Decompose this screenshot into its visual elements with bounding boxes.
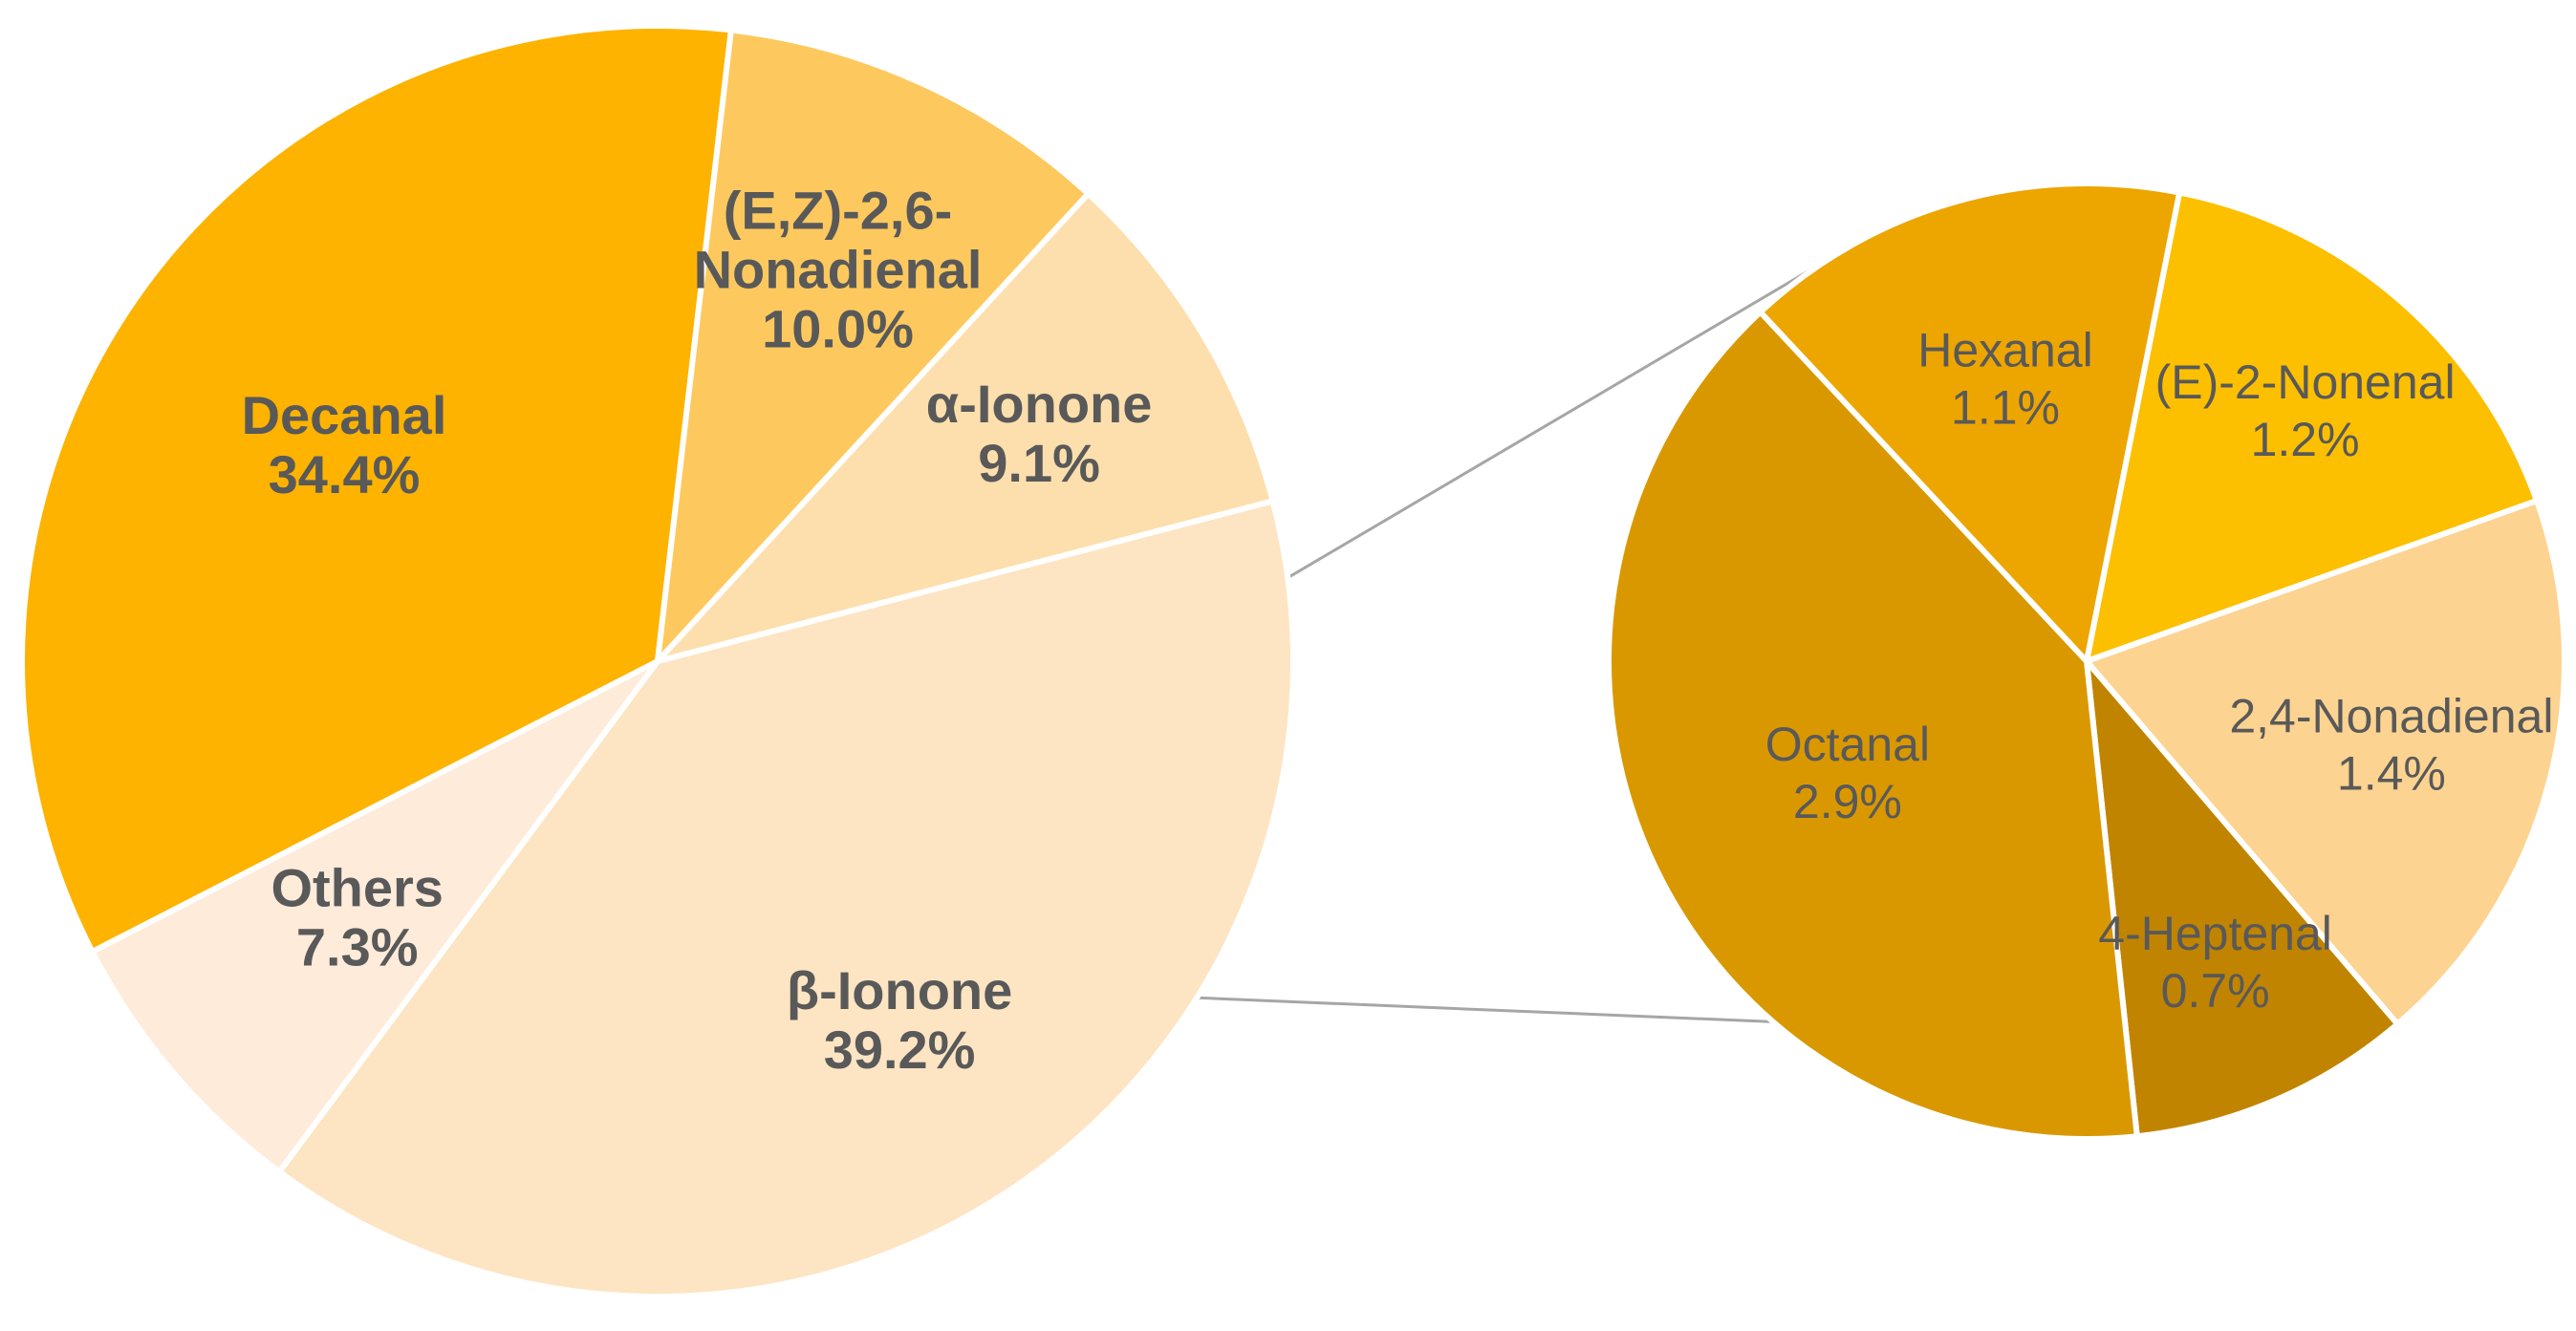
pie-slice-4-heptenal: [2084, 658, 2401, 1140]
slice-value-label-others: 7.3%: [296, 916, 419, 977]
slice-value-label-ionone: 9.1%: [978, 433, 1100, 493]
main-pie: [19, 23, 1297, 1300]
slice-name-label-decanal: Decanal: [242, 385, 447, 445]
pie-slice-others: [89, 658, 660, 1175]
slice-name-label-4-heptenal: 4-Heptenal: [2098, 907, 2332, 960]
slice-name-label-hexanal: Hexanal: [1917, 324, 2092, 377]
pie-slice-decanal: [19, 23, 734, 955]
pie-slice-e-z-2-6-nonadienal: [655, 27, 1092, 664]
pie-slice-2-4-nonadienal: [2084, 498, 2567, 1027]
slice-name-label-ionone: α-Ionone: [926, 374, 1153, 434]
slice-name-label-e-z-2-6-nonadienal: (E,Z)-2,6-: [724, 180, 953, 240]
pie-slice-ionone: [276, 498, 1297, 1300]
slice-value-label-e-2-nonenal: 1.2%: [2251, 413, 2360, 466]
breakout-pie: [1605, 181, 2567, 1142]
slice-name-label-others: Others: [271, 857, 444, 917]
slice-value-label-2-4-nonadienal: 1.4%: [2337, 747, 2446, 801]
slice-name-label-ionone: β-Ionone: [787, 960, 1012, 1020]
slice-value-label-4-heptenal: 0.7%: [2161, 964, 2270, 1018]
slice-value-label-octanal: 2.9%: [1793, 775, 1902, 828]
slice-name-label-e-z-2-6-nonadienal: Nonadienal: [694, 239, 983, 299]
slice-value-label-ionone: 39.2%: [824, 1020, 976, 1080]
pie-slice-ionone: [655, 190, 1276, 664]
slice-name-label-2-4-nonadienal: 2,4-Nonadienal: [2229, 690, 2553, 743]
slice-value-label-e-z-2-6-nonadienal: 10.0%: [762, 298, 914, 358]
slice-value-label-decanal: 34.4%: [269, 444, 421, 504]
slice-value-label-hexanal: 1.1%: [1951, 381, 2060, 435]
slice-name-label-e-2-nonenal: (E)-2-Nonenal: [2155, 355, 2456, 409]
pie-slice-hexanal: [1757, 181, 2183, 664]
slice-name-label-octanal: Octanal: [1765, 718, 1930, 771]
pie-slice-e-2-nonenal: [2084, 189, 2540, 664]
pie-slice-octanal: [1605, 309, 2140, 1142]
